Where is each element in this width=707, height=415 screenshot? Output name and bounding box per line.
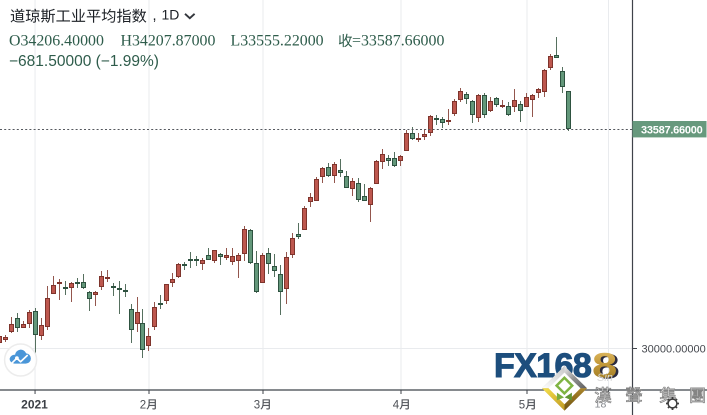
svg-text:8: 8 [595,347,620,387]
svg-text:L33555.22000: L33555.22000 [231,33,324,50]
svg-text:33587.66000: 33587.66000 [641,124,703,136]
svg-text:2021: 2021 [21,398,48,412]
svg-text:,: , [153,8,157,24]
svg-text:O34206.40000: O34206.40000 [9,33,104,50]
svg-text:2: 2 [140,400,146,412]
svg-text:3: 3 [254,400,260,412]
svg-text:H34207.87000: H34207.87000 [121,33,216,50]
svg-text:5: 5 [519,400,525,412]
svg-text:1D: 1D [162,7,180,23]
svg-text:=33587.66000: =33587.66000 [352,33,444,50]
svg-text:18: 18 [595,399,607,411]
svg-text:−681.50000 (−1.99%): −681.50000 (−1.99%) [9,53,159,70]
svg-text:8: 8 [592,346,617,386]
svg-text:4: 4 [393,400,400,412]
svg-text:Sin: Sin [597,372,613,384]
svg-text:30000.00000: 30000.00000 [642,344,706,356]
